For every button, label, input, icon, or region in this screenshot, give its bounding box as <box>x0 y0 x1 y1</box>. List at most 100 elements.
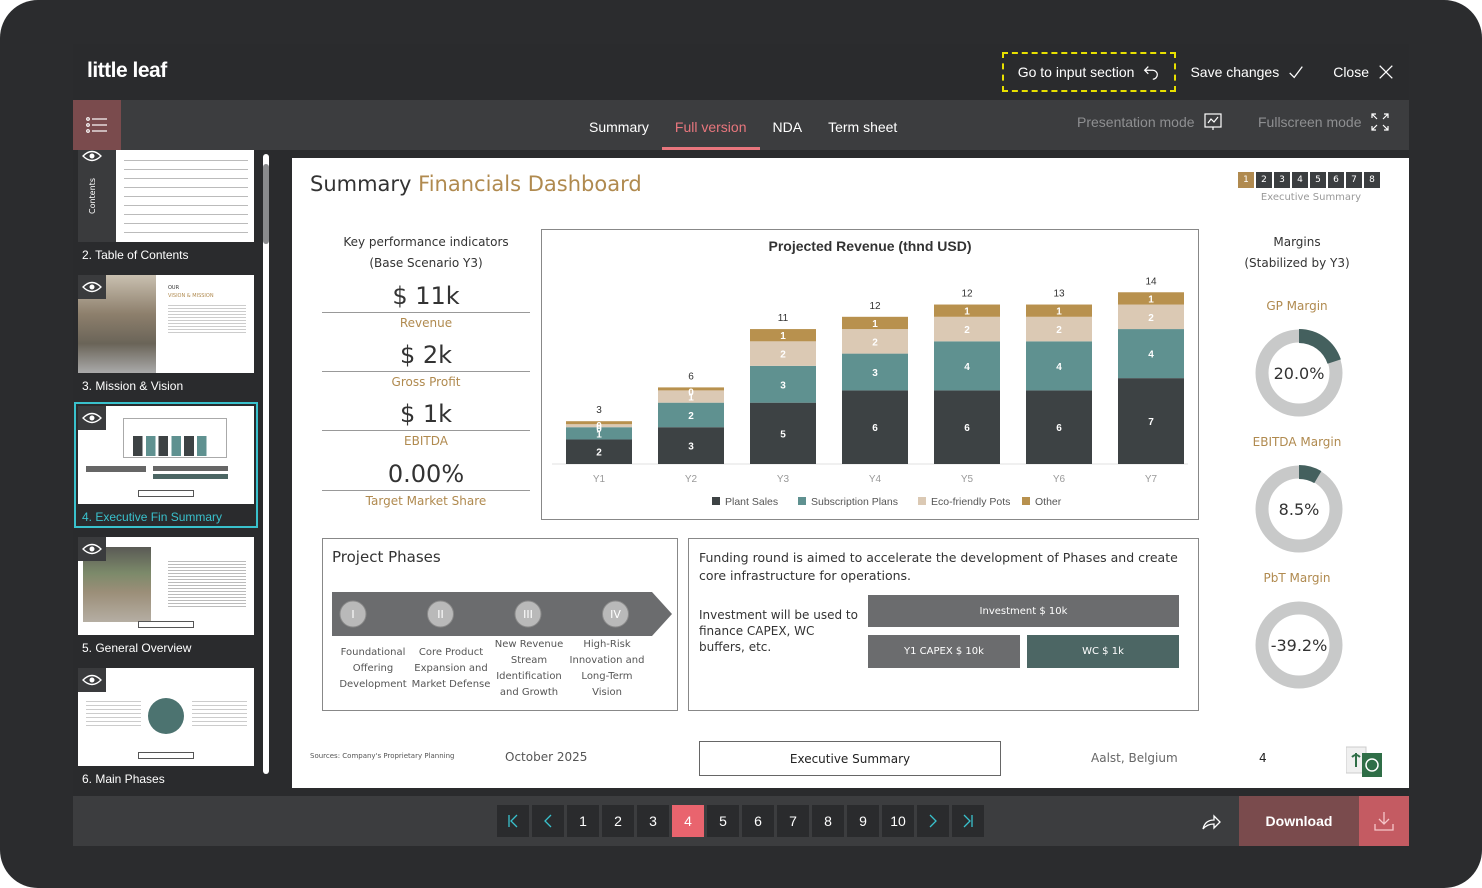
page-6-button[interactable]: 6 <box>742 805 774 837</box>
thumbnail-label: 5. General Overview <box>82 641 192 655</box>
presentation-icon <box>1203 113 1222 130</box>
bar-data-label: 3 <box>780 380 786 391</box>
bottom-bar: 1 2 3 4 5 6 7 8 9 10 Download <box>73 796 1409 846</box>
section-page-5[interactable]: 5 <box>1310 172 1326 188</box>
bar-data-label: 2 <box>596 448 602 459</box>
bar-data-label: 2 <box>1056 325 1062 336</box>
margins-header-line1: Margins <box>1273 235 1321 249</box>
eye-icon[interactable] <box>78 537 106 561</box>
bar-segment-subscription-plans <box>1026 341 1092 391</box>
page-3-button[interactable]: 3 <box>637 805 669 837</box>
contents-menu-button[interactable] <box>73 100 121 150</box>
phase-circle <box>514 600 542 628</box>
sidebar-scrollbar[interactable] <box>263 154 269 774</box>
download-button[interactable]: Download <box>1239 796 1409 846</box>
go-to-input-label: Go to input section <box>1017 64 1135 80</box>
tab-nda[interactable]: NDA <box>772 119 803 135</box>
thumbnail-label: 6. Main Phases <box>82 772 165 786</box>
thumbnail-table-of-contents[interactable]: Contents 2. Table of Contents <box>78 150 254 262</box>
section-page-7[interactable]: 7 <box>1346 172 1362 188</box>
kpi-label: EBITDA <box>404 434 448 448</box>
x-tick-label: Y4 <box>869 474 882 485</box>
bar-segment-subscription-plans <box>1118 329 1184 379</box>
section-page-6[interactable]: 6 <box>1328 172 1344 188</box>
page-10-button[interactable]: 10 <box>882 805 914 837</box>
presentation-mode-button[interactable]: Presentation mode <box>1077 112 1223 132</box>
section-page-8[interactable]: 8 <box>1364 172 1380 188</box>
kpi-value: $ 11k <box>322 282 530 313</box>
revenue-chart: Projected Revenue (thnd USD) 2 1 0 0 3 Y1 3 2 1 0… <box>541 229 1199 520</box>
bar-segment-other <box>842 316 908 330</box>
capex-bar: Y1 CAPEX $ 10k <box>868 635 1020 668</box>
thumb-our-text: OUR <box>168 285 180 291</box>
page-8-button[interactable]: 8 <box>812 805 844 837</box>
bar-segment-subscription-plans <box>842 353 908 391</box>
thumbnail-general-overview[interactable]: 5. General Overview <box>78 537 254 655</box>
close-icon <box>1379 65 1393 79</box>
eye-icon[interactable] <box>78 275 106 299</box>
thumbnail-main-phases[interactable]: 6. Main Phases <box>78 668 254 786</box>
legend-swatch <box>712 497 720 505</box>
margins-header-line2: (Stabilized by Y3) <box>1244 256 1350 270</box>
section-page-1[interactable]: 1 <box>1238 172 1254 188</box>
bar-data-label: 0 <box>688 387 694 398</box>
bar-data-label: 4 <box>1148 350 1154 361</box>
page-5-button[interactable]: 5 <box>707 805 739 837</box>
section-page-4[interactable]: 4 <box>1292 172 1308 188</box>
phase-1-text: Foundational Offering Development <box>339 647 407 690</box>
thumbnail-mission-vision[interactable]: OUR VISION & MISSION 3. Mission & Vision <box>78 275 254 393</box>
eye-icon[interactable] <box>78 150 106 168</box>
phase-circle <box>602 600 629 628</box>
save-changes-button[interactable]: Save changes <box>1176 52 1319 92</box>
bar-segment-eco-friendly-pots <box>566 424 632 428</box>
tab-full-version[interactable]: Full version <box>661 100 760 150</box>
bar-segment-plant-sales <box>658 427 724 464</box>
section-page-2[interactable]: 2 <box>1256 172 1272 188</box>
bar-data-label: 0 <box>596 424 602 435</box>
bar-segment-subscription-plans <box>658 402 724 428</box>
legend-label: Plant Sales <box>725 496 778 508</box>
tab-summary[interactable]: Summary <box>589 119 649 135</box>
thumbnail-executive-fin-summary[interactable]: 4. Executive Fin Summary <box>74 402 258 528</box>
bar-data-label: 2 <box>872 337 878 348</box>
phase-2-text: Core Product Expansion and Market Defens… <box>411 647 491 690</box>
page-2-button[interactable]: 2 <box>602 805 634 837</box>
prev-page-button[interactable] <box>532 805 564 837</box>
bar-data-label: 2 <box>780 350 786 361</box>
go-to-input-button[interactable]: Go to input section <box>1001 52 1177 92</box>
page-1-button[interactable]: 1 <box>567 805 599 837</box>
bar-segment-subscription-plans <box>934 341 1000 391</box>
bar-total-label: 14 <box>1145 276 1157 287</box>
ebitda-margin-donut: 8.5% <box>1255 465 1343 553</box>
bar-data-label: 6 <box>1056 423 1062 434</box>
first-page-button[interactable] <box>497 805 529 837</box>
kpi-header: Key performance indicators (Base Scenari… <box>322 232 530 274</box>
legend-swatch <box>1022 497 1030 505</box>
kpi-value: 0.00% <box>322 460 530 491</box>
bar-segment-eco-friendly-pots <box>1118 304 1184 330</box>
tab-term-sheet[interactable]: Term sheet <box>828 119 898 135</box>
save-changes-label: Save changes <box>1190 64 1280 80</box>
donut-value-text: 8.5% <box>1279 500 1320 519</box>
page-7-button[interactable]: 7 <box>777 805 809 837</box>
x-tick-label: Y2 <box>685 474 698 485</box>
bar-segment-other <box>566 421 632 425</box>
share-icon[interactable] <box>1199 810 1223 834</box>
page-9-button[interactable]: 9 <box>847 805 879 837</box>
app-window: little leaf Go to input section Save cha… <box>73 44 1409 846</box>
eye-icon[interactable] <box>78 668 106 692</box>
last-page-button[interactable] <box>952 805 984 837</box>
section-page-3[interactable]: 3 <box>1274 172 1290 188</box>
fullscreen-mode-button[interactable]: Fullscreen mode <box>1258 112 1390 132</box>
close-button[interactable]: Close <box>1319 52 1409 92</box>
pbt-margin-label: PbT Margin <box>1263 571 1331 585</box>
next-page-button[interactable] <box>917 805 949 837</box>
bar-total-label: 13 <box>1053 289 1065 300</box>
page-4-button[interactable]: 4 <box>672 805 704 837</box>
sidebar-scroll-thumb[interactable] <box>263 164 269 244</box>
margins-header: Margins (Stabilized by Y3) <box>1232 232 1362 274</box>
project-phases-box: Project Phases I II III IV Foundational Off… <box>322 538 678 711</box>
eye-icon[interactable] <box>78 406 106 430</box>
kpi-market-share: 0.00% Target Market Share <box>322 460 530 508</box>
